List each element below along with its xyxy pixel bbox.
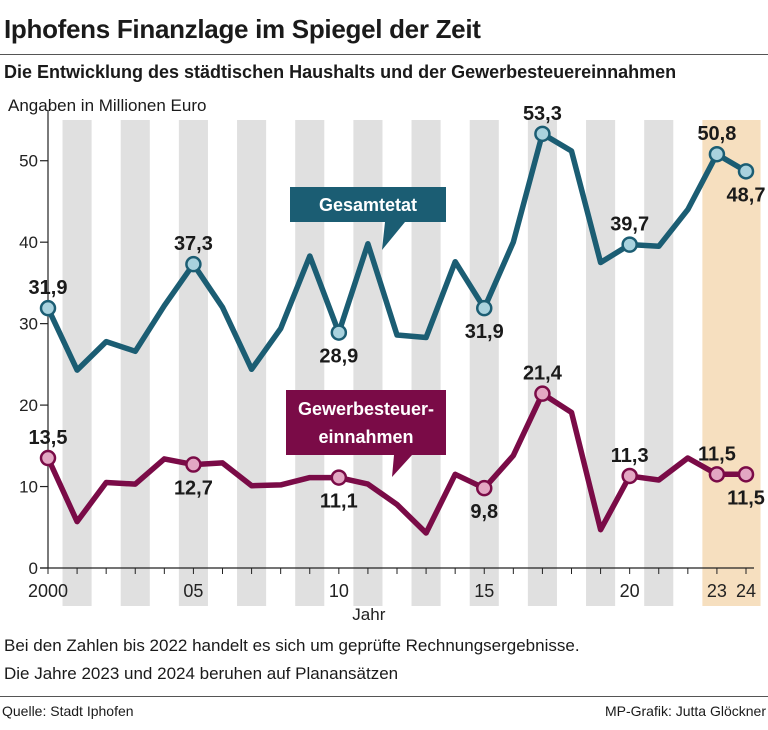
data-label: 11,5 bbox=[727, 487, 765, 509]
data-label: 31,9 bbox=[465, 321, 504, 343]
y-tick-label: 0 bbox=[29, 559, 38, 578]
chart-title: Iphofens Finanzlage im Spiegel der Zeit bbox=[4, 14, 481, 44]
callout-box-gewerbesteuer bbox=[286, 390, 446, 477]
x-tick-label: 05 bbox=[183, 581, 203, 601]
x-tick-label: 24 bbox=[736, 581, 756, 601]
year-stripe bbox=[586, 120, 616, 606]
data-point-marker bbox=[534, 385, 551, 402]
data-label: 48,7 bbox=[727, 184, 766, 206]
callout-label-gewerbesteuer-1: Gewerbesteuer- bbox=[298, 399, 434, 419]
x-tick-label: 23 bbox=[707, 581, 727, 601]
y-tick-label: 10 bbox=[19, 478, 38, 497]
data-point-marker bbox=[185, 456, 202, 473]
line-chart: 0 10 20 30 40 50 2000 05 10 15 20 23 24 Jahr 31,9 37,3 2… bbox=[19, 103, 766, 624]
callout-box-gesamtetat bbox=[290, 187, 446, 250]
x-tick-label: 20 bbox=[620, 581, 640, 601]
data-point-marker bbox=[185, 255, 202, 273]
plan-years-highlight bbox=[702, 120, 761, 606]
data-point-marker bbox=[737, 466, 755, 483]
data-label: 13,5 bbox=[29, 427, 68, 449]
credit-text: MP-Grafik: Jutta Glöckner bbox=[604, 703, 766, 719]
data-point-marker bbox=[621, 236, 638, 253]
data-label: 39,7 bbox=[610, 214, 649, 236]
data-label: 31,9 bbox=[29, 277, 68, 299]
y-tick-label: 30 bbox=[19, 315, 38, 334]
year-stripe bbox=[178, 120, 208, 606]
data-label: 9,8 bbox=[470, 501, 498, 523]
data-point-marker bbox=[708, 466, 726, 483]
y-tick-label: 50 bbox=[19, 152, 38, 171]
callout-label-gewerbesteuer-2: einnahmen bbox=[318, 427, 413, 447]
x-tick-label: 10 bbox=[329, 581, 349, 601]
title-divider bbox=[0, 54, 768, 55]
data-point-marker bbox=[39, 299, 57, 317]
data-label: 11,5 bbox=[698, 443, 736, 465]
year-stripe bbox=[469, 120, 499, 606]
data-label: 28,9 bbox=[319, 346, 358, 368]
data-point-marker bbox=[708, 145, 726, 163]
data-label: 37,3 bbox=[174, 233, 213, 255]
data-label: 53,3 bbox=[523, 103, 562, 125]
year-stripe bbox=[527, 120, 557, 606]
data-label: 11,1 bbox=[320, 491, 358, 513]
source-text: Quelle: Stadt Iphofen bbox=[2, 703, 134, 719]
series-line-gesamtetat bbox=[45, 131, 749, 373]
data-label: 11,3 bbox=[611, 445, 649, 467]
data-point-marker bbox=[476, 479, 493, 497]
x-tick-label: 2000 bbox=[28, 581, 68, 601]
data-point-marker bbox=[39, 449, 57, 467]
data-point-marker bbox=[330, 469, 348, 486]
footnote-line-2: Die Jahre 2023 und 2024 beruhen auf Plan… bbox=[4, 664, 399, 683]
y-tick-label: 40 bbox=[19, 233, 38, 252]
footnote-line-1: Bei den Zahlen bis 2022 handelt es sich … bbox=[4, 636, 580, 655]
data-point-marker bbox=[534, 125, 551, 143]
year-stripe bbox=[120, 120, 150, 606]
y-tick-label: 20 bbox=[19, 396, 38, 415]
x-axis-title: Jahr bbox=[352, 605, 385, 624]
data-point-marker bbox=[621, 467, 638, 485]
data-label: 50,8 bbox=[697, 123, 736, 145]
unit-label: Angaben in Millionen Euro bbox=[8, 96, 207, 115]
year-stripe bbox=[644, 120, 674, 606]
callout-label-gesamtetat: Gesamtetat bbox=[319, 195, 417, 215]
data-label: 12,7 bbox=[174, 478, 213, 500]
data-point-marker bbox=[476, 299, 493, 317]
chart-subtitle: Die Entwicklung des städtischen Haushalt… bbox=[4, 62, 677, 82]
footer-divider bbox=[0, 696, 768, 697]
data-point-marker bbox=[330, 324, 348, 341]
x-tick-label: 15 bbox=[474, 581, 494, 601]
data-label: 21,4 bbox=[523, 363, 563, 385]
data-point-marker bbox=[737, 163, 755, 180]
